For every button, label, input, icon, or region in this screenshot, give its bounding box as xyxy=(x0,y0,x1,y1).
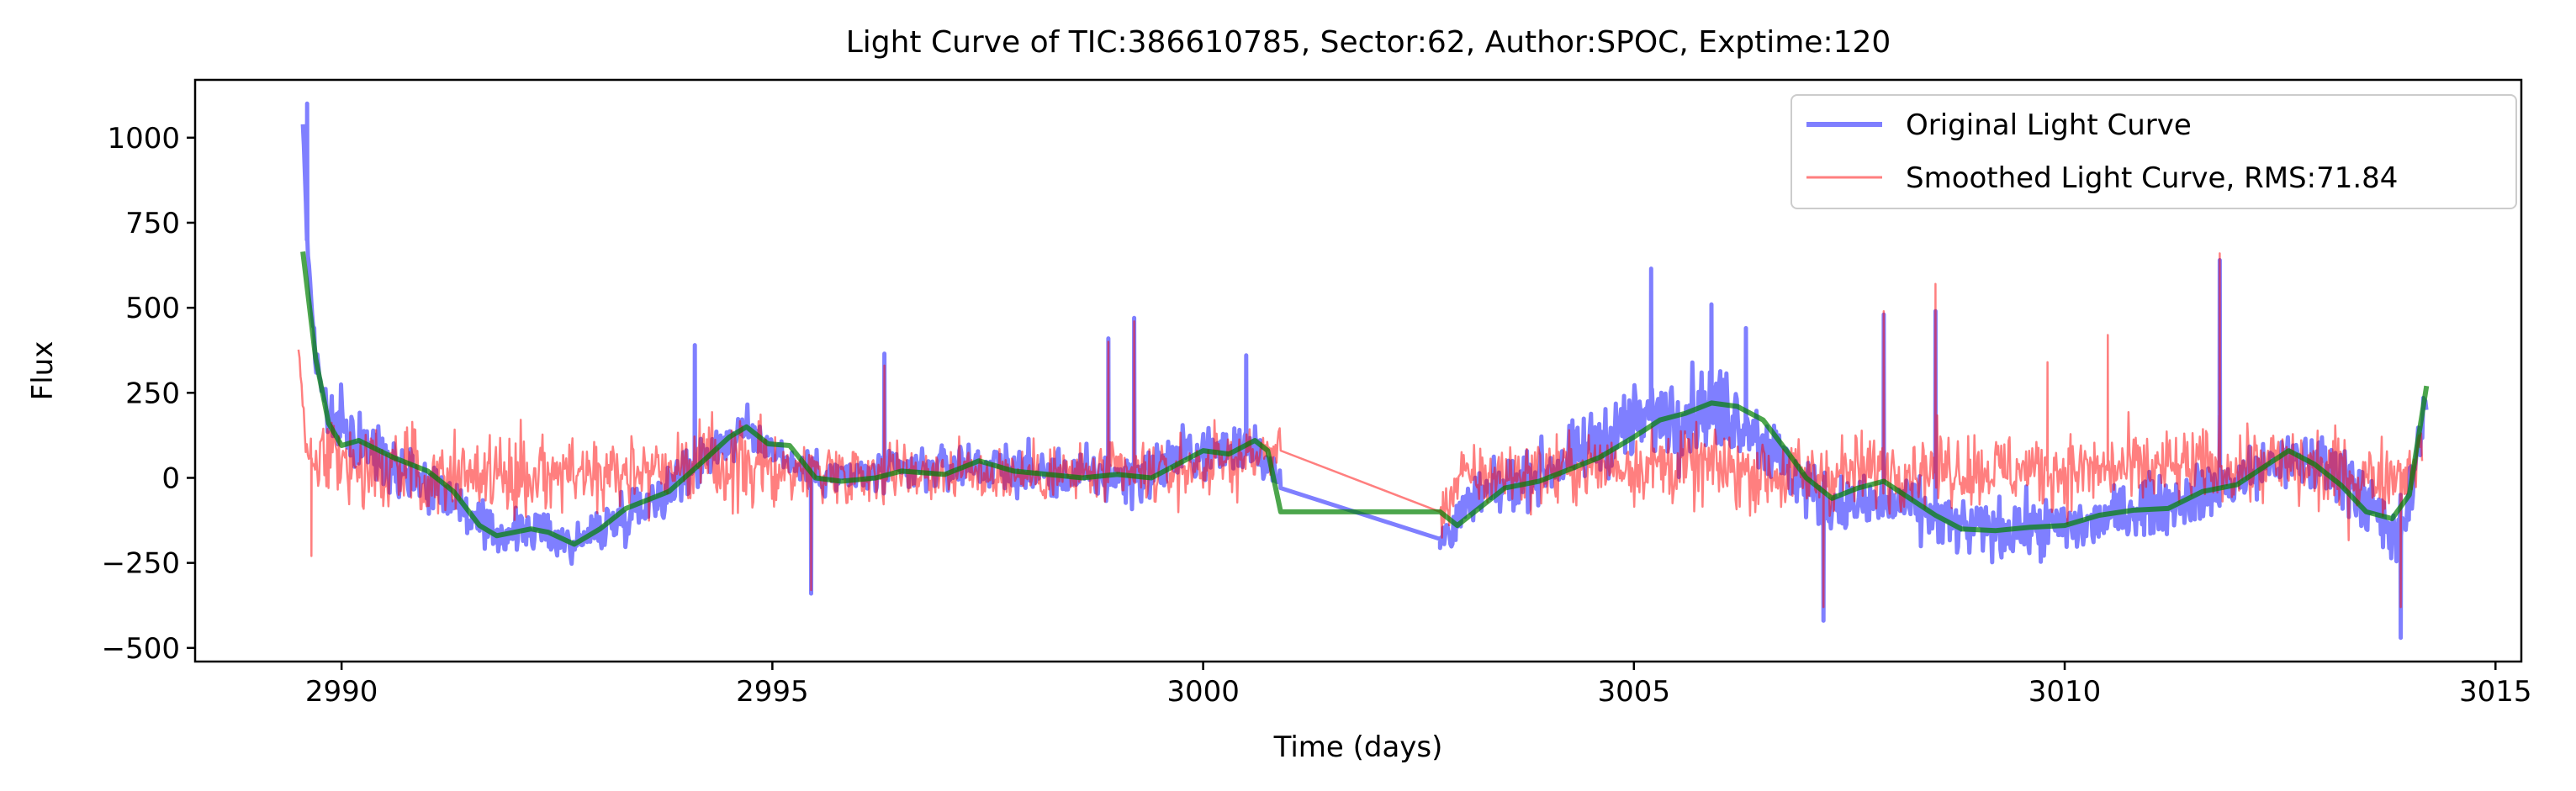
x-tick-label: 3010 xyxy=(2029,675,2102,709)
series-line-2 xyxy=(300,251,2430,547)
y-tick-label: 0 xyxy=(161,461,180,495)
y-tick-label: 1000 xyxy=(107,122,180,156)
x-tick-label: 3015 xyxy=(2459,675,2532,709)
x-tick-label: 2995 xyxy=(736,675,809,709)
chart-title: Light Curve of TIC:386610785, Sector:62,… xyxy=(846,25,1891,60)
y-axis-label: Flux xyxy=(26,341,60,401)
y-tick-label: 250 xyxy=(125,377,180,410)
legend-label-smoothed: Smoothed Light Curve, RMS:71.84 xyxy=(1906,161,2398,195)
plot-series-layer xyxy=(297,101,2430,641)
y-tick-label: 500 xyxy=(125,292,180,325)
y-axis: −500 −250 0 250 500 750 1000 xyxy=(102,122,195,666)
y-tick-label: 750 xyxy=(125,207,180,240)
x-tick-label: 3000 xyxy=(1166,675,1240,709)
y-tick-label: −250 xyxy=(102,547,180,581)
legend-label-original: Original Light Curve xyxy=(1906,108,2192,142)
legend-box xyxy=(1791,94,2517,209)
plot-frame xyxy=(193,78,2523,663)
x-tick-label: 3005 xyxy=(1598,675,1671,709)
x-axis-label: Time (days) xyxy=(1273,730,1443,764)
legend: Original Light Curve Smoothed Light Curv… xyxy=(1791,94,2517,209)
y-tick-label: −500 xyxy=(102,632,180,666)
x-axis: 2990 2995 3000 3005 3010 3015 xyxy=(305,662,2532,709)
x-tick-label: 2990 xyxy=(305,675,378,709)
